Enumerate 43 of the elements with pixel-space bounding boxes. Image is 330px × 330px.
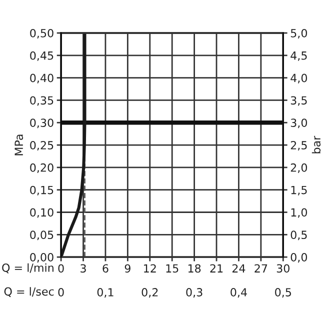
y-tick-label: 0,50 [30, 28, 54, 39]
x-tick-label: 18 [188, 264, 201, 273]
x-axis-title: Q = l/min [2, 263, 54, 274]
y2-tick-label: 4,5 [290, 52, 307, 61]
x2-tick-label: 0,4 [230, 288, 247, 298]
y-tick-label: 0,15 [30, 186, 54, 196]
y-tick-label: 0,00 [30, 253, 54, 263]
x2-tick-label: 0,3 [186, 288, 202, 298]
y2-tick-label: 5,0 [290, 28, 308, 39]
x-tick-label: 21 [210, 264, 223, 272]
y2-tick-label: 1,0 [291, 208, 308, 218]
y2-tick-label: 2,0 [290, 163, 308, 173]
x-tick-label: 6 [102, 264, 108, 273]
y2-tick-label: 0,5 [290, 230, 307, 240]
y-axis-title: MPa [14, 134, 24, 156]
x2-tick-label: 0,2 [142, 288, 158, 298]
y-tick-label: 0,20 [30, 163, 54, 173]
y2-tick-label: 0,0 [290, 253, 308, 263]
y-tick-label: 0,40 [30, 74, 54, 84]
y2-tick-label: 3,0 [290, 118, 308, 128]
x-tick-label: 30 [276, 264, 290, 273]
x-tick-label: 27 [254, 264, 268, 272]
y2-tick-label: 2,5 [290, 141, 307, 151]
y2-tick-label: 4,0 [290, 74, 308, 84]
x2-tick-label: 0 [58, 288, 64, 296]
x-tick-label: 24 [232, 264, 246, 272]
y-tick-label: 0,05 [30, 230, 54, 240]
y-tick-label: 0,35 [30, 96, 54, 106]
x-tick-label: 12 [144, 264, 156, 272]
x-tick-label: 3 [80, 264, 86, 273]
y-tick-label: 0,45 [30, 51, 54, 61]
x2-tick-label: 0,1 [97, 288, 114, 298]
y2-tick-label: 1,5 [291, 186, 307, 196]
x2-tick-label: 0,5 [275, 288, 292, 298]
y-tick-label: 0,25 [30, 141, 54, 151]
x2-axis-title: Q = l/sec [4, 287, 54, 297]
x-tick-label: 0 [58, 264, 64, 273]
y2-axis-title: bar [312, 136, 321, 154]
y-tick-label: 0,30 [30, 118, 54, 128]
x-tick-label: 15 [166, 264, 178, 273]
y-tick-label: 0,10 [30, 208, 54, 218]
x-tick-label: 9 [124, 264, 130, 273]
y2-tick-label: 3,5 [290, 96, 307, 106]
